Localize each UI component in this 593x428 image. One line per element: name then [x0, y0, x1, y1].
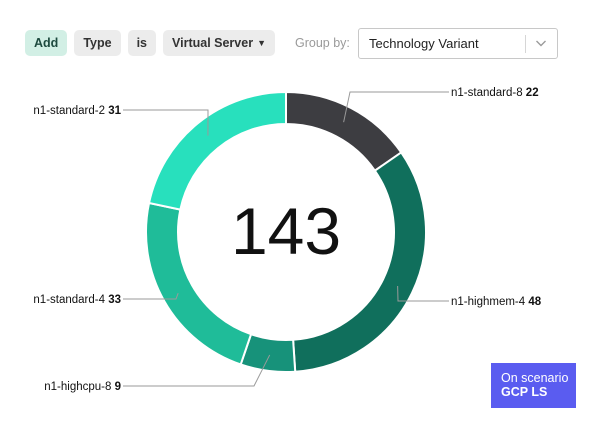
group-by-label: Group by:: [295, 36, 350, 50]
slice-label-n1-standard-2: n1-standard-2 31: [33, 105, 121, 117]
slice-label-name: n1-standard-2: [33, 105, 108, 117]
leader-lines: [123, 91, 449, 387]
leader-line-n1-standard-4: [123, 293, 179, 300]
filter-operator-is[interactable]: is: [127, 30, 156, 56]
add-filter-button[interactable]: Add: [25, 30, 68, 56]
chevron-down-icon[interactable]: [535, 37, 547, 49]
slice-label-n1-standard-8: n1-standard-8 22: [451, 87, 539, 99]
scenario-badge[interactable]: On scenario GCP LS: [491, 363, 576, 408]
slice-label-value: 9: [115, 381, 121, 393]
slice-label-value: 48: [528, 296, 541, 308]
select-divider: [525, 35, 526, 53]
slice-label-n1-standard-4: n1-standard-4 33: [33, 294, 121, 306]
chevron-down-icon: ▼: [257, 38, 266, 48]
leader-line-n1-standard-2: [123, 109, 209, 136]
slice-label-value: 31: [108, 105, 121, 117]
scenario-name: GCP LS: [501, 385, 548, 399]
slice-label-value: 33: [108, 294, 121, 306]
slice-label-name: n1-highmem-4: [451, 296, 528, 308]
leader-line-n1-highmem-4: [397, 285, 449, 302]
slice-label-name: n1-standard-4: [33, 294, 108, 306]
total-count: 143: [231, 194, 341, 268]
slice-label-n1-highcpu-8: n1-highcpu-8 9: [44, 381, 121, 393]
filter-value-label: Virtual Server: [172, 36, 254, 50]
scenario-caption: On scenario: [501, 371, 569, 385]
donut-slice-n1-standard-2[interactable]: [147, 90, 287, 211]
slice-label-n1-highmem-4: n1-highmem-4 48: [451, 296, 542, 308]
filter-value-dropdown[interactable]: Virtual Server ▼: [163, 30, 275, 56]
filter-field-type[interactable]: Type: [74, 30, 121, 56]
leader-line-n1-highcpu-8: [123, 354, 271, 387]
leader-line-n1-standard-8: [343, 91, 449, 123]
slice-labels: n1-standard-8 22 n1-highmem-4 48 n1-highcp…: [33, 87, 541, 393]
filter-bar: Add Type is Virtual Server ▼: [25, 30, 282, 56]
group-by-select[interactable]: Technology Variant: [358, 28, 558, 59]
slice-label-name: n1-standard-8: [451, 87, 526, 99]
slice-label-name: n1-highcpu-8: [44, 381, 114, 393]
donut-slices: [145, 90, 427, 373]
group-by-value: Technology Variant: [369, 36, 479, 51]
slice-label-value: 22: [526, 87, 539, 99]
donut-slice-n1-standard-8[interactable]: [285, 90, 403, 173]
